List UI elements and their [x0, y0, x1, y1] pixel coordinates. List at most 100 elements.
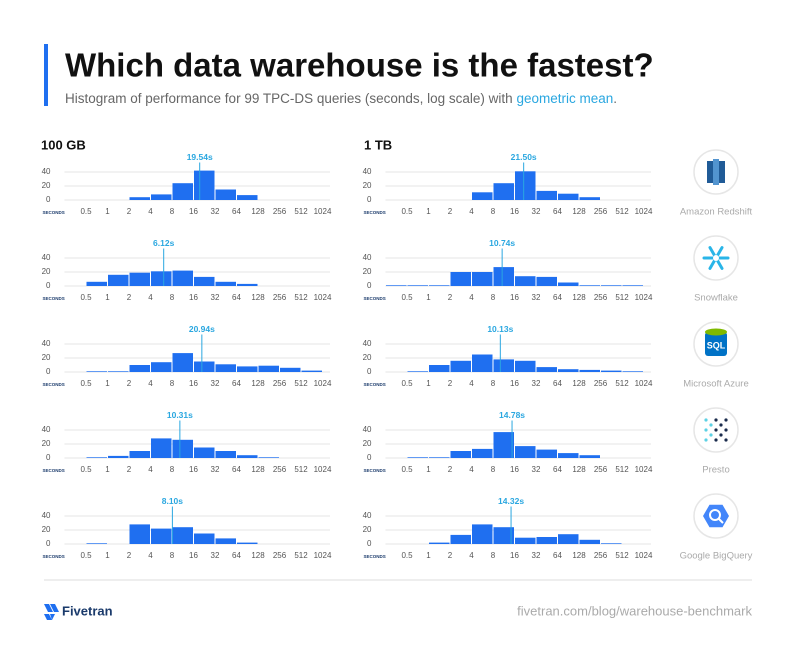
- icon-part: [724, 438, 728, 442]
- x-tick-label: 32: [211, 293, 220, 302]
- x-tick-label: 4: [469, 379, 474, 388]
- x-tick-label: 64: [232, 379, 241, 388]
- x-tick-label: 16: [510, 551, 519, 560]
- bar: [237, 542, 258, 544]
- x-tick-label: 32: [211, 379, 220, 388]
- bar: [386, 285, 407, 286]
- y-tick-label: 20: [363, 267, 372, 276]
- bar: [151, 362, 172, 372]
- mean-label: 10.74s: [489, 238, 515, 248]
- x-tick-label: 256: [273, 293, 287, 302]
- icon-part: [714, 428, 718, 432]
- x-tick-label: 2: [127, 379, 132, 388]
- bar: [536, 276, 557, 286]
- x-tick-label: 64: [553, 379, 562, 388]
- x-tick-label: 2: [127, 293, 132, 302]
- icon-part: [724, 418, 728, 422]
- bar: [172, 270, 193, 286]
- x-tick-label: 1024: [635, 465, 653, 474]
- x-tick-label: 64: [553, 293, 562, 302]
- x-tick-label: 64: [232, 551, 241, 560]
- bar: [536, 367, 557, 372]
- x-tick-label: 1024: [635, 379, 653, 388]
- x-tick-label: 1024: [635, 207, 653, 216]
- bar: [429, 365, 450, 372]
- bar: [129, 365, 150, 372]
- x-axis-label: SECONDS: [43, 468, 65, 473]
- x-tick-label: 128: [572, 379, 586, 388]
- x-tick-label: 1: [105, 465, 110, 474]
- bar: [151, 438, 172, 458]
- bar: [407, 371, 428, 372]
- y-tick-label: 40: [363, 511, 372, 520]
- bar: [601, 370, 622, 372]
- brand: Fivetran: [62, 603, 113, 618]
- x-tick-label: 0.5: [401, 379, 413, 388]
- x-tick-label: 4: [469, 293, 474, 302]
- x-tick-label: 8: [170, 379, 175, 388]
- brand-logo: [44, 604, 59, 620]
- bar: [86, 371, 107, 372]
- x-tick-label: 256: [273, 465, 287, 474]
- x-axis-label: SECONDS: [364, 210, 386, 215]
- x-tick-label: 2: [127, 207, 132, 216]
- icon-part: [719, 161, 725, 183]
- icon-part: [705, 328, 727, 336]
- x-tick-label: 256: [594, 465, 608, 474]
- bar: [301, 370, 322, 372]
- x-tick-label: 32: [211, 551, 220, 560]
- bar: [194, 533, 215, 544]
- x-tick-label: 0.5: [80, 551, 92, 560]
- bar: [429, 285, 450, 286]
- bar: [515, 446, 536, 458]
- icon-part: [704, 438, 708, 442]
- x-tick-label: 64: [232, 293, 241, 302]
- icon-text: SQL: [707, 340, 726, 350]
- x-tick-label: 8: [491, 551, 496, 560]
- bar: [215, 451, 236, 458]
- y-tick-label: 40: [42, 511, 51, 520]
- warehouse-label: Amazon Redshift: [680, 207, 753, 218]
- x-tick-label: 32: [211, 465, 220, 474]
- bar: [515, 171, 536, 200]
- x-tick-label: 2: [448, 293, 453, 302]
- x-tick-label: 1024: [635, 551, 653, 560]
- x-tick-label: 256: [594, 207, 608, 216]
- bar: [237, 455, 258, 458]
- x-tick-label: 2: [127, 551, 132, 560]
- x-tick-label: 512: [294, 551, 308, 560]
- bar: [215, 364, 236, 372]
- icon-part: [709, 423, 713, 427]
- x-tick-label: 1: [105, 207, 110, 216]
- bar: [86, 543, 107, 544]
- y-tick-label: 20: [42, 267, 51, 276]
- y-tick-label: 40: [363, 253, 372, 262]
- y-tick-label: 40: [363, 339, 372, 348]
- icon-part: [714, 438, 718, 442]
- x-axis-label: SECONDS: [43, 296, 65, 301]
- bar: [407, 457, 428, 458]
- x-tick-label: 1: [105, 293, 110, 302]
- icon-part: [719, 423, 723, 427]
- bar: [258, 365, 279, 372]
- icon-part: [704, 428, 708, 432]
- x-tick-label: 0.5: [401, 293, 413, 302]
- bar: [472, 354, 493, 372]
- x-tick-label: 256: [594, 293, 608, 302]
- bar: [493, 267, 514, 286]
- icon-part: [714, 418, 718, 422]
- x-tick-label: 8: [491, 207, 496, 216]
- x-tick-label: 4: [148, 465, 153, 474]
- x-tick-label: 1: [105, 551, 110, 560]
- y-tick-label: 0: [367, 453, 372, 462]
- x-tick-label: 16: [189, 207, 198, 216]
- bar: [558, 193, 579, 200]
- warehouse-label: Snowflake: [694, 293, 738, 304]
- warehouse-icon: [693, 493, 739, 539]
- bar: [493, 183, 514, 200]
- x-tick-label: 64: [553, 551, 562, 560]
- bar: [280, 367, 301, 372]
- x-tick-label: 128: [572, 293, 586, 302]
- x-tick-label: 16: [189, 465, 198, 474]
